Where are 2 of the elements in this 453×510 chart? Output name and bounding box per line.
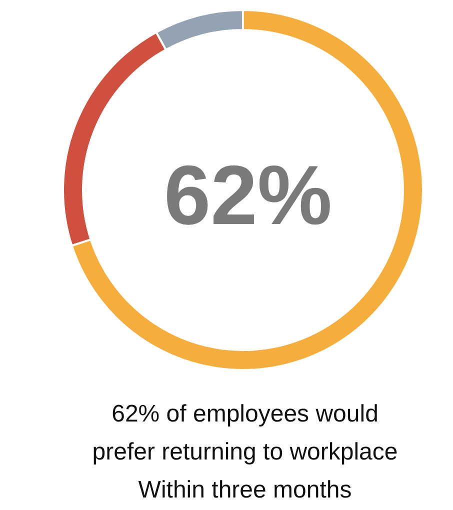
text: 62% of employees would prefer returning to workplace Within three months: [92, 400, 398, 504]
text: 62%: [164, 148, 332, 242]
